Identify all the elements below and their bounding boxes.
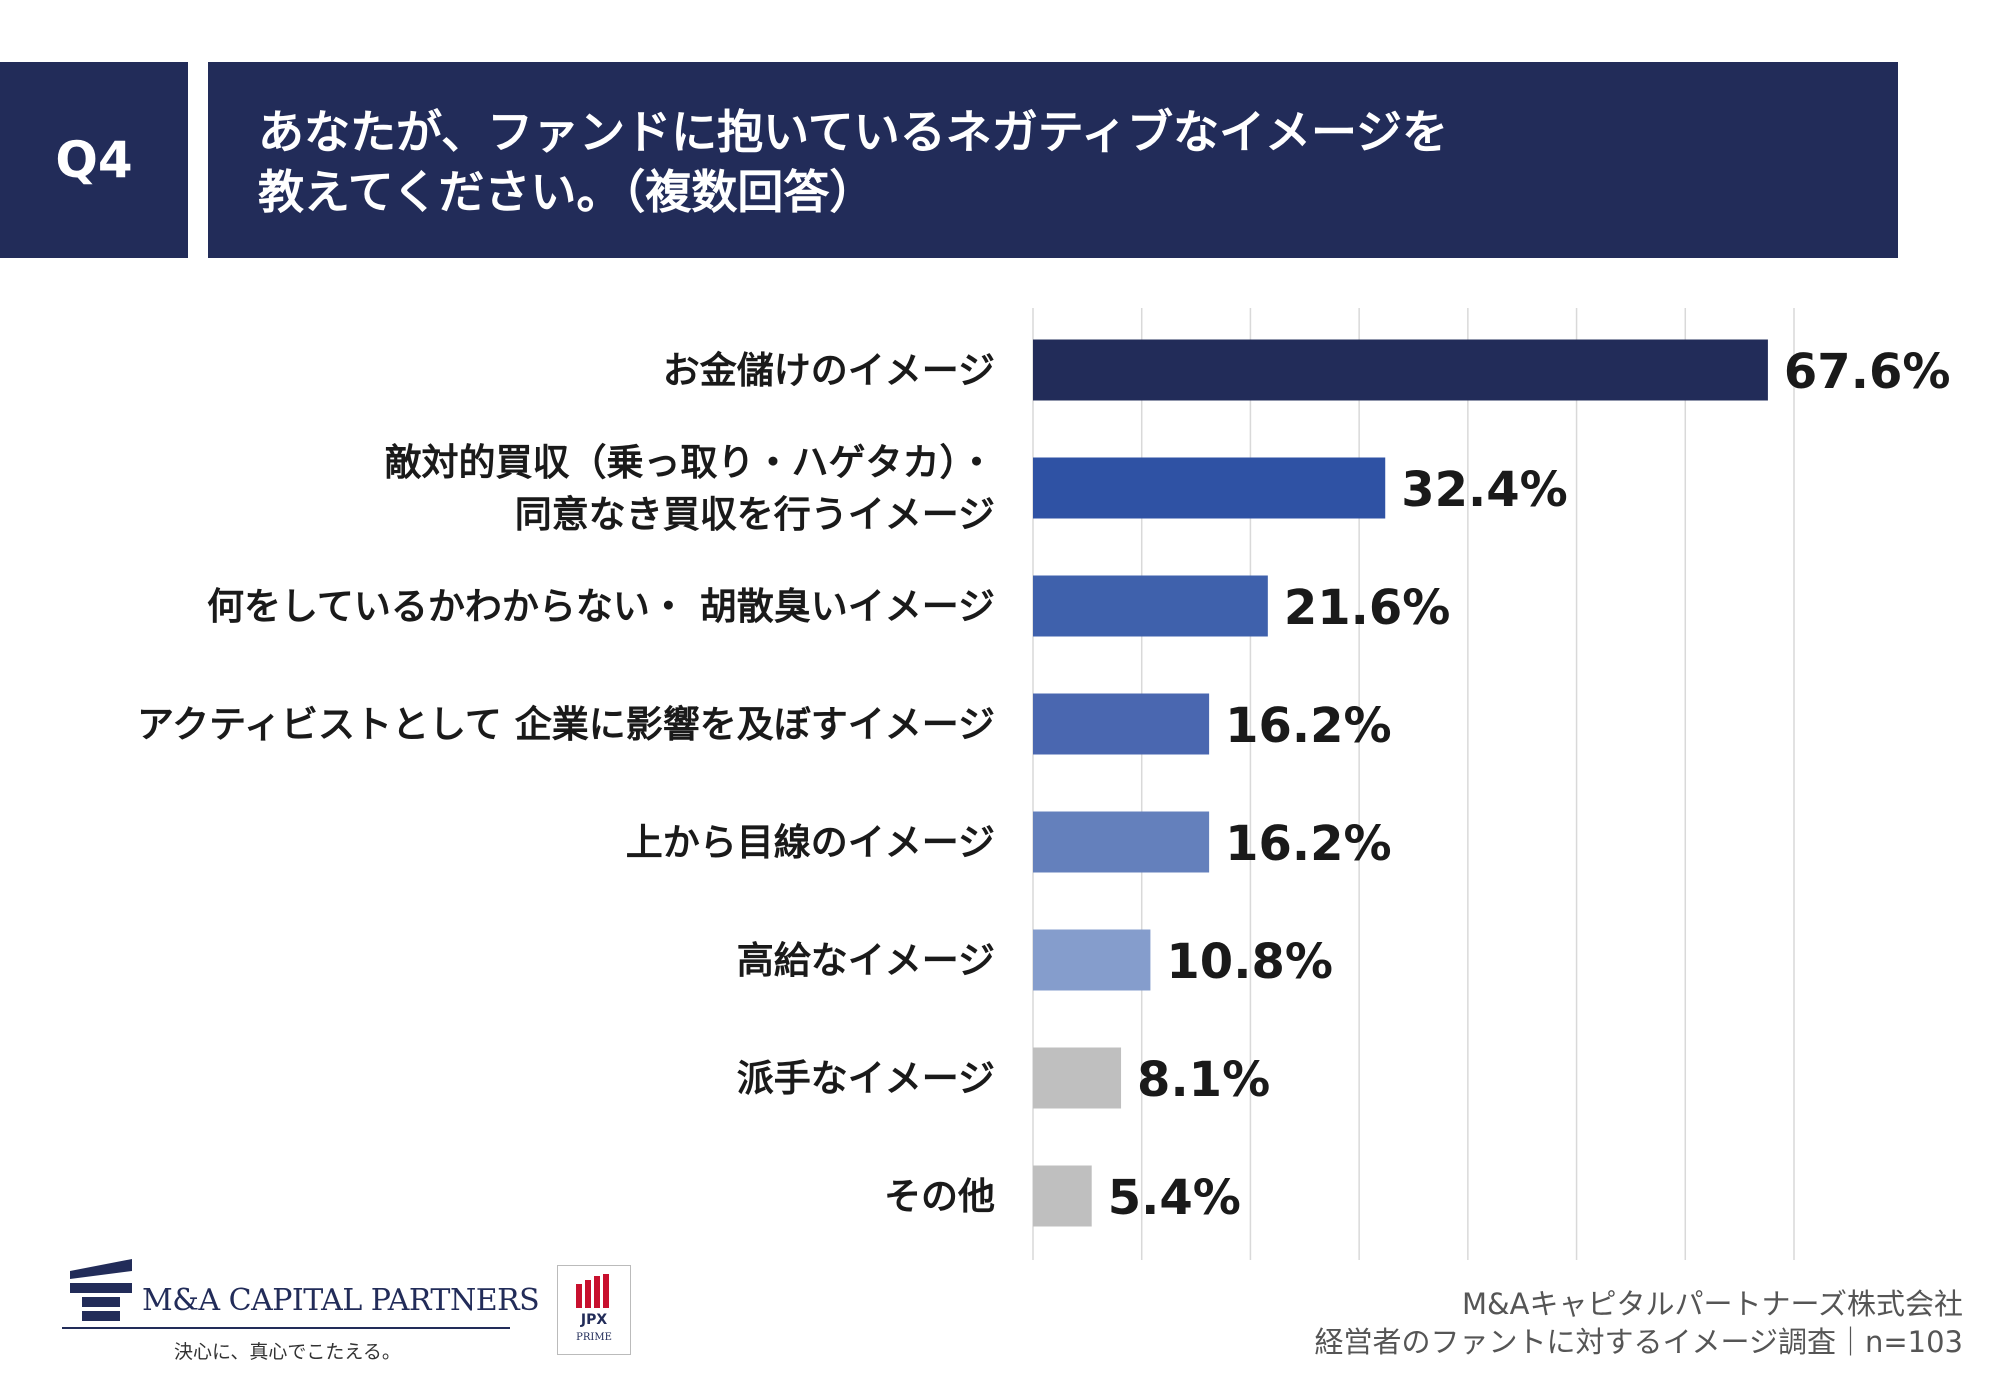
jpx-label: JPX [580,1312,608,1328]
source-line2: 経営者のファントに対するイメージ調査｜n=103 [1314,1325,1963,1359]
company-tagline: 決心に、真心でこたえる。 [174,1341,401,1363]
bar-chart: 67.6% お金儲けのイメージ 32.4% 敵対的買収（乗っ取り・ハゲタカ）・同意なき… [137,308,1951,1260]
data-label: 16.2% [1225,816,1392,872]
bar [1033,811,1210,873]
bar [1033,693,1210,755]
data-label: 67.6% [1784,344,1951,400]
data-label: 5.4% [1108,1170,1241,1226]
category-label: 上から目線のイメージ [626,821,995,864]
source-line1: M&Aキャピタルパートナーズ株式会社 [1461,1287,1963,1321]
question-text-line1: あなたが、ファンドに抱いているネガティブなイメージを [258,105,1449,159]
company-logo: M&A CAPITAL PARTNERS 決心に、真心でこたえる。 [62,1255,540,1365]
bar [1033,1165,1092,1227]
data-label: 10.8% [1166,934,1333,990]
category-label: アクティビストとして 企業に影響を及ぼすイメージ [137,703,995,746]
jpx-prime-badge: JPX PRIME [557,1265,631,1355]
category-label: 同意なき買収を行うイメージ [515,493,995,536]
category-label: 派手なイメージ [737,1057,995,1100]
category-label: お金儲けのイメージ [663,349,995,392]
category-label: 敵対的買収（乗っ取り・ハゲタカ）・ [385,441,996,484]
question-number: Q4 [55,131,133,189]
jpx-mark-icon [576,1274,609,1308]
category-label: その他 [884,1175,995,1218]
question-title-box: あなたが、ファンドに抱いているネガティブなイメージを 教えてください。（複数回答… [208,62,1898,258]
bar [1033,1047,1122,1109]
data-label: 8.1% [1137,1052,1270,1108]
bar [1033,457,1386,519]
jpx-sublabel: PRIME [576,1332,612,1343]
company-logo-text: M&A CAPITAL PARTNERS [142,1283,540,1318]
data-label: 32.4% [1401,462,1568,518]
logo-divider [62,1327,510,1329]
bar [1033,929,1151,991]
bar [1033,575,1268,637]
question-number-box: Q4 [0,62,188,258]
category-label: 高給なイメージ [737,939,995,982]
bar [1033,339,1768,401]
data-label: 21.6% [1284,580,1451,636]
category-label: 何をしているかわからない・ 胡散臭いイメージ [207,585,995,628]
data-label: 16.2% [1225,698,1392,754]
source-note: M&Aキャピタルパートナーズ株式会社 経営者のファントに対するイメージ調査｜n=… [1315,1285,1963,1361]
company-logo-mark-icon [70,1259,132,1321]
question-text-line2: 教えてください。（複数回答） [258,165,876,219]
